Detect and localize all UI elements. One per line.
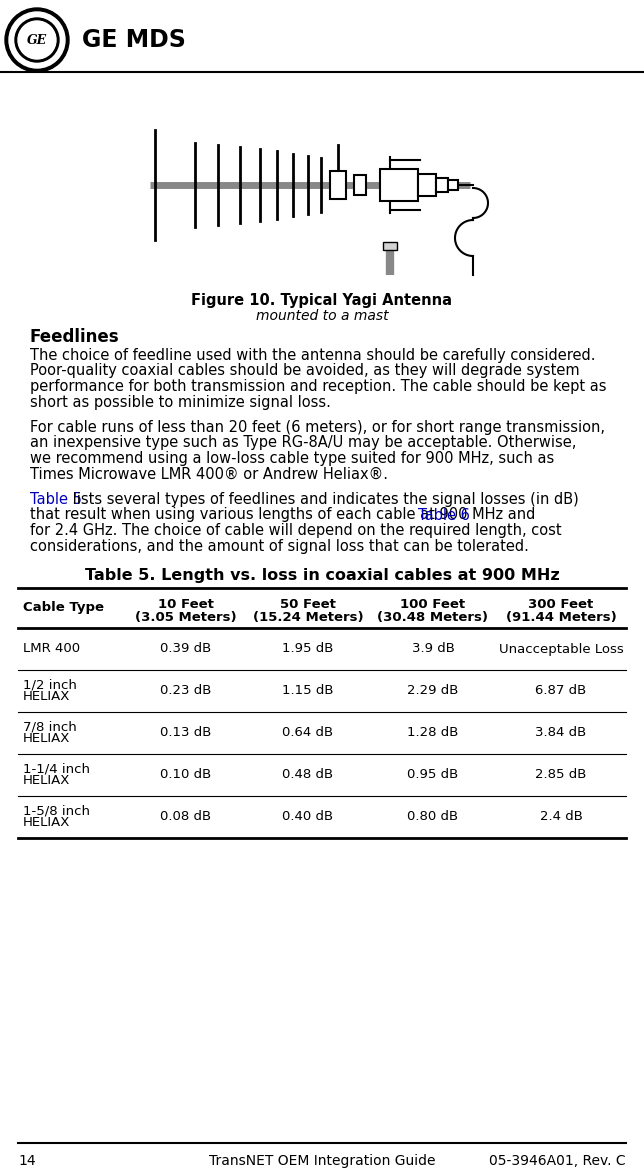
Text: 1.95 dB: 1.95 dB: [282, 643, 334, 656]
Text: Table 6: Table 6: [418, 508, 470, 522]
Circle shape: [5, 8, 69, 72]
Text: HELIAX: HELIAX: [23, 816, 70, 829]
Bar: [354, 175, 366, 195]
Text: Unacceptable Loss: Unacceptable Loss: [498, 643, 623, 656]
Text: HELIAX: HELIAX: [23, 732, 70, 746]
Text: short as possible to minimize signal loss.: short as possible to minimize signal los…: [30, 394, 331, 409]
Text: we recommend using a low-loss cable type suited for 900 MHz, such as: we recommend using a low-loss cable type…: [30, 450, 554, 466]
Text: 2.85 dB: 2.85 dB: [535, 768, 587, 781]
Text: GE MDS: GE MDS: [82, 28, 186, 52]
Text: 3.84 dB: 3.84 dB: [535, 726, 587, 739]
Text: Table 5: Table 5: [30, 491, 82, 507]
Text: 0.40 dB: 0.40 dB: [283, 811, 334, 823]
Text: considerations, and the amount of signal loss that can be tolerated.: considerations, and the amount of signal…: [30, 538, 529, 554]
Text: an inexpensive type such as Type RG-8A/U may be acceptable. Otherwise,: an inexpensive type such as Type RG-8A/U…: [30, 435, 576, 450]
Text: 3.9 dB: 3.9 dB: [412, 643, 455, 656]
Text: 0.10 dB: 0.10 dB: [160, 768, 212, 781]
Text: 100 Feet: 100 Feet: [401, 598, 466, 611]
Text: For cable runs of less than 20 feet (6 meters), or for short range transmission,: For cable runs of less than 20 feet (6 m…: [30, 420, 605, 435]
Text: LMR 400: LMR 400: [23, 643, 80, 656]
Bar: [380, 169, 418, 201]
Text: 0.48 dB: 0.48 dB: [283, 768, 334, 781]
Text: 50 Feet: 50 Feet: [280, 598, 336, 611]
Text: 0.64 dB: 0.64 dB: [283, 726, 334, 739]
Text: 0.08 dB: 0.08 dB: [160, 811, 212, 823]
Text: GE: GE: [27, 34, 47, 47]
Bar: [330, 171, 346, 199]
Circle shape: [15, 18, 59, 62]
Text: (3.05 Meters): (3.05 Meters): [135, 611, 237, 624]
Text: 6.87 dB: 6.87 dB: [535, 685, 587, 698]
Circle shape: [9, 12, 65, 68]
Text: 300 Feet: 300 Feet: [528, 598, 594, 611]
Text: Times Microwave LMR 400® or Andrew Heliax®.: Times Microwave LMR 400® or Andrew Helia…: [30, 467, 388, 481]
Bar: [436, 178, 448, 192]
Text: HELIAX: HELIAX: [23, 774, 70, 787]
Text: 2.29 dB: 2.29 dB: [407, 685, 459, 698]
Text: 1/2 inch: 1/2 inch: [23, 678, 77, 691]
Text: 1-1/4 inch: 1-1/4 inch: [23, 762, 90, 775]
Text: (30.48 Meters): (30.48 Meters): [377, 611, 489, 624]
Text: 14: 14: [18, 1154, 35, 1168]
Text: Poor-quality coaxial cables should be avoided, as they will degrade system: Poor-quality coaxial cables should be av…: [30, 364, 580, 379]
Bar: [418, 174, 436, 196]
Text: 1.15 dB: 1.15 dB: [282, 685, 334, 698]
Text: 1-5/8 inch: 1-5/8 inch: [23, 804, 90, 818]
Text: Table 5. Length vs. loss in coaxial cables at 900 MHz: Table 5. Length vs. loss in coaxial cabl…: [84, 568, 560, 583]
Text: (15.24 Meters): (15.24 Meters): [252, 611, 363, 624]
Text: lists several types of feedlines and indicates the signal losses (in dB): lists several types of feedlines and ind…: [68, 491, 579, 507]
Text: Feedlines: Feedlines: [30, 328, 120, 346]
Text: 1.28 dB: 1.28 dB: [407, 726, 459, 739]
Circle shape: [18, 21, 56, 59]
Text: 0.39 dB: 0.39 dB: [160, 643, 212, 656]
Text: 05-3946A01, Rev. C: 05-3946A01, Rev. C: [489, 1154, 626, 1168]
Text: for 2.4 GHz. The choice of cable will depend on the required length, cost: for 2.4 GHz. The choice of cable will de…: [30, 523, 562, 538]
Text: 0.95 dB: 0.95 dB: [408, 768, 459, 781]
Text: 2.4 dB: 2.4 dB: [540, 811, 582, 823]
Text: 0.80 dB: 0.80 dB: [408, 811, 459, 823]
Text: TransNET OEM Integration Guide: TransNET OEM Integration Guide: [209, 1154, 435, 1168]
Text: Figure 10. Typical Yagi Antenna: Figure 10. Typical Yagi Antenna: [191, 293, 453, 308]
Text: Cable Type: Cable Type: [23, 602, 104, 615]
Text: mounted to a mast: mounted to a mast: [256, 308, 388, 323]
Text: 0.23 dB: 0.23 dB: [160, 685, 212, 698]
Text: that result when using various lengths of each cable at 900 MHz and: that result when using various lengths o…: [30, 508, 540, 522]
Text: performance for both transmission and reception. The cable should be kept as: performance for both transmission and re…: [30, 379, 607, 394]
Text: HELIAX: HELIAX: [23, 691, 70, 704]
Text: (91.44 Meters): (91.44 Meters): [506, 611, 616, 624]
Text: 0.13 dB: 0.13 dB: [160, 726, 212, 739]
Text: 7/8 inch: 7/8 inch: [23, 720, 77, 733]
Bar: [448, 179, 458, 190]
Text: 10 Feet: 10 Feet: [158, 598, 214, 611]
Bar: [383, 242, 397, 250]
Text: The choice of feedline used with the antenna should be carefully considered.: The choice of feedline used with the ant…: [30, 348, 596, 362]
